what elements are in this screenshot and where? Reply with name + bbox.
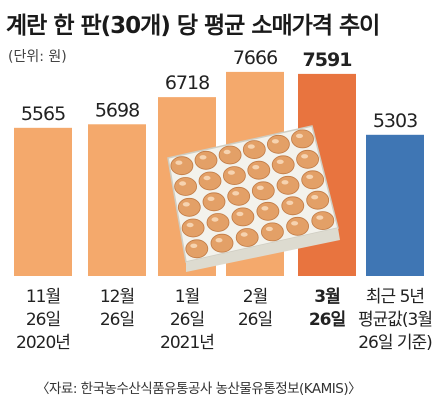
egg	[276, 175, 300, 195]
egg-highlight	[291, 221, 299, 226]
category-label-3-line-2: 26일	[170, 310, 204, 330]
egg	[198, 171, 222, 191]
value-label-5: 7591	[303, 49, 352, 71]
egg	[174, 177, 198, 196]
category-label-4-line-2: 26일	[238, 310, 272, 330]
egg	[271, 155, 295, 175]
egg-highlight	[252, 165, 260, 170]
egg-highlight	[211, 217, 219, 222]
category-label-4-line-1: 2월	[243, 287, 267, 307]
category-label-5-line-1: 3월	[314, 287, 340, 307]
egg-highlight	[265, 226, 273, 232]
category-label-6-line-2: 평균값(3월	[358, 310, 432, 330]
egg-highlight	[281, 180, 289, 185]
egg	[194, 150, 218, 170]
egg-highlight	[256, 185, 264, 190]
bar-2	[88, 124, 146, 277]
egg-tray-image	[167, 125, 340, 272]
egg-highlight	[179, 181, 187, 186]
egg-highlight	[316, 215, 324, 220]
egg	[281, 196, 305, 216]
egg	[206, 213, 230, 232]
egg-highlight	[301, 154, 309, 159]
category-label-5-line-2: 26일	[309, 310, 346, 330]
egg-highlight	[232, 191, 240, 196]
egg	[170, 156, 194, 176]
egg	[251, 181, 275, 201]
egg-highlight	[261, 206, 269, 211]
egg-highlight	[311, 195, 319, 200]
egg	[231, 207, 255, 227]
category-label-2-line-1: 12월	[100, 287, 134, 307]
egg-highlight	[182, 202, 190, 207]
egg	[218, 145, 242, 165]
egg-highlight	[271, 139, 279, 144]
egg-highlight	[247, 144, 255, 149]
bar-1	[14, 127, 72, 276]
value-label-3: 6718	[165, 72, 209, 94]
egg	[235, 228, 259, 247]
source-note: 〈자료: 한국농수산식품유통공사 농산물유통정보(KAMIS)〉	[36, 381, 362, 397]
egg	[301, 170, 325, 190]
egg-highlight	[175, 160, 183, 165]
category-label-1-line-3: 2020년	[16, 333, 70, 353]
egg-highlight	[227, 170, 235, 175]
egg	[256, 201, 280, 221]
category-label-1-line-2: 26일	[26, 310, 60, 330]
egg	[222, 166, 246, 186]
egg	[242, 140, 266, 160]
egg	[202, 192, 226, 212]
unit-label: (단위: 원)	[8, 49, 67, 65]
egg	[181, 218, 205, 238]
egg-highlight	[203, 175, 211, 181]
egg-highlight	[223, 149, 231, 155]
egg-highlight	[240, 232, 248, 237]
egg	[247, 160, 271, 180]
bar-6	[366, 134, 424, 276]
egg	[311, 211, 335, 231]
egg	[185, 239, 209, 259]
chart-title: 계란 한 판(30개) 당 평균 소매가격 추이	[6, 13, 380, 39]
egg-highlight	[215, 238, 223, 243]
egg-highlight	[286, 200, 294, 205]
egg-highlight	[190, 243, 198, 248]
egg-highlight	[276, 159, 284, 164]
category-label-6-line-1: 최근 5년	[366, 287, 424, 307]
egg	[260, 222, 284, 242]
egg-highlight	[199, 155, 207, 160]
egg-highlight	[296, 133, 303, 139]
egg	[227, 186, 251, 206]
value-label-6: 5303	[373, 110, 417, 132]
category-label-3-line-1: 1월	[175, 287, 199, 307]
egg	[210, 233, 234, 253]
egg	[296, 149, 320, 169]
egg	[291, 129, 314, 149]
egg	[177, 197, 201, 217]
category-label-1-line-1: 11월	[26, 287, 60, 307]
egg	[286, 216, 310, 236]
category-label-3-line-3: 2021년	[160, 333, 214, 353]
egg	[266, 134, 290, 154]
value-label-4: 7666	[233, 47, 277, 69]
category-label-6-line-3: 26일 기준)	[358, 333, 432, 353]
egg-highlight	[207, 196, 215, 201]
category-label-2-line-2: 26일	[100, 310, 134, 330]
egg-highlight	[186, 222, 194, 228]
egg-highlight	[306, 174, 314, 179]
value-label-2: 5698	[95, 99, 139, 121]
egg-tray-edge	[186, 228, 340, 272]
egg	[306, 190, 330, 210]
egg-highlight	[236, 211, 244, 217]
value-label-1: 5565	[21, 103, 65, 125]
